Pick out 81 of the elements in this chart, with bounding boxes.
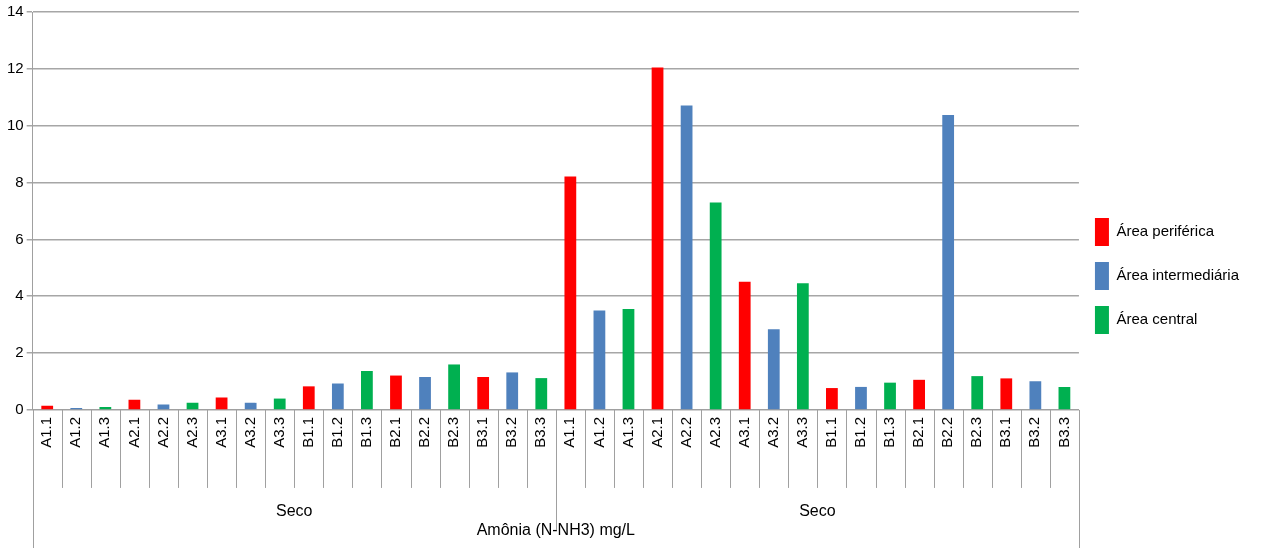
bar [302,386,315,410]
bar [361,371,373,410]
y-tick-label: 12 [7,58,24,76]
x-tick-label: B1.1 [822,416,840,448]
bar [855,386,867,410]
x-tick-label: A2.3 [705,416,723,448]
bar [709,202,722,410]
bar [942,114,955,410]
y-tick-label: 0 [15,400,24,418]
x-tick-label: B1.3 [880,416,898,448]
bar [564,176,577,410]
bar [477,376,490,410]
x-axis-title: Amônia (N-NH3) mg/L [476,520,636,538]
bar [738,281,751,410]
bar [506,372,519,410]
bar [1029,381,1042,410]
y-tick-label: 4 [15,286,24,304]
bar [651,67,664,410]
bar [680,105,693,410]
x-tick-label: A2.1 [647,416,665,448]
y-tick-label: 6 [15,229,24,247]
bar [535,378,548,410]
x-tick-label: A3.2 [240,416,258,448]
bar [448,364,460,410]
x-tick-label: A2.3 [182,416,200,448]
x-tick-label: B3.2 [1025,416,1043,448]
bar [1000,378,1013,410]
x-tick-label: B2.1 [909,416,927,448]
x-tick-label: A2.2 [676,416,694,448]
bar [99,407,112,410]
y-tick-label: 8 [15,172,24,190]
x-tick-label: A1.2 [66,416,84,448]
x-tick-label: A1.2 [589,416,607,448]
x-tick-label: B1.2 [327,416,345,448]
bar [390,375,402,410]
legend-label: Área intermediária [1116,266,1240,284]
x-tick-label: B2.3 [967,416,985,448]
x-tick-label: B3.3 [1054,416,1072,448]
bar [826,388,838,410]
x-tick-label: A2.1 [124,416,142,448]
bar [1058,386,1071,410]
bar [273,398,286,410]
bar [419,376,431,410]
bar [767,329,780,410]
x-tick-label: A3.2 [763,416,781,448]
x-tick-label: B2.2 [415,416,433,448]
x-tick-label: B1.1 [298,416,316,448]
x-tick-label: B1.3 [357,416,375,448]
x-tick-label: B2.3 [444,416,462,448]
x-tick-label: B1.2 [851,416,869,448]
x-tick-label: A2.2 [153,416,171,448]
legend-label: Área periférica [1116,222,1215,240]
x-tick-label: B2.1 [386,416,404,448]
x-tick-label: A1.3 [95,416,113,448]
text: Seco [276,502,313,520]
bar [593,310,606,410]
x-tick-label: B3.2 [502,416,520,448]
y-tick-label: 14 [7,2,24,20]
bar [913,379,925,410]
x-tick-label: A1.1 [37,416,55,448]
x-tick-label: B3.3 [531,416,549,448]
x-tick-label: A3.3 [792,416,810,448]
bar [796,283,809,410]
bar [622,309,635,410]
x-tick-label: A1.3 [618,416,636,448]
y-tick-label: 2 [15,343,24,361]
bar [884,382,896,410]
x-tick-label: A3.1 [734,416,752,448]
bar [215,397,228,410]
x-tick-label: B2.2 [938,416,956,448]
bar [244,402,257,410]
x-tick-label: A1.1 [560,416,578,448]
x-tick-label: B3.1 [996,416,1014,448]
bar [971,376,984,410]
text: Seco [799,502,836,520]
x-tick-label: B3.1 [473,416,491,448]
x-tick-label: A3.1 [211,416,229,448]
y-tick-label: 10 [7,115,24,133]
legend-label: Área central [1116,310,1198,328]
bar [331,383,344,410]
x-tick-label: A3.3 [269,416,287,448]
